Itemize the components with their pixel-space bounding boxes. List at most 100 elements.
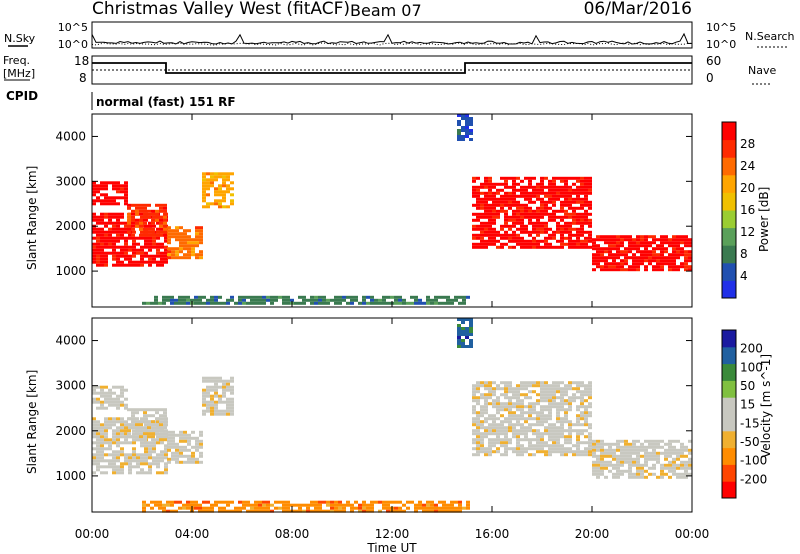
velocity-cell <box>488 402 492 406</box>
velocity-cell <box>584 387 588 391</box>
power-cell <box>544 227 548 231</box>
power-cell <box>124 251 128 255</box>
velocity-cell <box>199 451 203 455</box>
power-cell <box>688 256 692 260</box>
power-cell <box>580 203 584 207</box>
power-cell <box>120 184 124 188</box>
velocity-cell <box>210 397 214 401</box>
velocity-cell <box>132 447 136 451</box>
power-cell <box>516 233 520 237</box>
velocity-cell <box>576 432 580 436</box>
velocity-cell <box>680 448 684 452</box>
power-cell <box>218 175 222 179</box>
velocity-cell <box>508 399 512 403</box>
velocity-cell <box>210 503 214 507</box>
velocity-cell <box>159 408 163 412</box>
velocity-cell <box>182 503 186 507</box>
power-cell <box>504 176 508 180</box>
power-cell <box>112 236 116 240</box>
velocity-cell <box>496 411 500 415</box>
velocity-cell <box>465 333 469 336</box>
power-cell <box>136 251 140 255</box>
velocity-cell <box>457 339 461 342</box>
power-cell <box>520 245 524 249</box>
velocity-colorbar-swatch <box>722 430 736 449</box>
power-cell <box>175 235 179 239</box>
velocity-cell <box>584 399 588 403</box>
power-cell <box>198 298 202 302</box>
power-cell <box>100 193 104 197</box>
power-cell <box>226 205 230 209</box>
power-cell <box>282 301 286 305</box>
velocity-cell <box>104 426 108 430</box>
velocity-cell <box>218 409 222 413</box>
power-cell <box>132 254 136 258</box>
velocity-cell <box>446 506 450 510</box>
velocity-cell <box>152 462 156 466</box>
power-cell <box>124 227 128 231</box>
power-cell <box>160 227 164 231</box>
velocity-cell <box>143 438 147 442</box>
velocity-cell <box>676 466 680 470</box>
power-cell <box>508 215 512 219</box>
velocity-cell <box>488 423 492 427</box>
velocity-cell <box>195 445 199 449</box>
velocity-cell <box>402 503 406 507</box>
power-cell <box>544 200 548 204</box>
power-cell <box>672 262 676 266</box>
velocity-cell <box>576 447 580 451</box>
velocity-cell <box>632 472 636 476</box>
power-cell <box>668 262 672 266</box>
power-cell <box>540 212 544 216</box>
velocity-cell <box>628 454 632 458</box>
velocity-cell <box>604 460 608 464</box>
power-cell <box>143 230 147 234</box>
velocity-cell <box>179 439 183 443</box>
velocity-cell <box>282 500 286 504</box>
power-cell <box>580 206 584 210</box>
velocity-cell <box>500 432 504 436</box>
power-cell <box>528 209 532 213</box>
power-cell <box>104 196 108 200</box>
power-cell <box>100 257 104 261</box>
power-cell <box>120 263 124 267</box>
power-cell <box>96 248 100 252</box>
velocity-cell <box>250 509 254 513</box>
velocity-cell <box>688 472 692 476</box>
power-cell <box>394 301 398 305</box>
velocity-cell <box>512 387 516 391</box>
velocity-cell <box>398 509 402 513</box>
velocity-cell <box>306 506 310 510</box>
power-cell <box>484 179 488 183</box>
velocity-cell <box>584 411 588 415</box>
power-cell <box>668 241 672 245</box>
velocity-cell <box>556 396 560 400</box>
velocity-cell <box>469 324 473 327</box>
power-cell <box>536 242 540 246</box>
velocity-cell <box>457 342 461 345</box>
power-cell <box>222 172 226 176</box>
power-cell <box>100 181 104 185</box>
power-cell <box>556 197 560 201</box>
velocity-cell <box>520 384 524 388</box>
power-cell <box>508 203 512 207</box>
power-cell <box>116 196 120 200</box>
power-cell <box>250 295 254 299</box>
power-cell <box>354 298 358 302</box>
velocity-cell <box>536 441 540 445</box>
velocity-cell <box>398 500 402 504</box>
velocity-cell <box>120 462 124 466</box>
power-cell <box>457 114 461 117</box>
power-cell <box>469 123 473 126</box>
power-cell <box>186 295 190 299</box>
power-cell <box>258 295 262 299</box>
velocity-cell <box>660 463 664 467</box>
velocity-cell <box>124 438 128 442</box>
velocity-cell <box>488 417 492 421</box>
velocity-cell <box>564 411 568 415</box>
power-cell <box>124 230 128 234</box>
power-cell <box>608 244 612 248</box>
power-cell <box>584 182 588 186</box>
velocity-cell <box>680 451 684 455</box>
velocity-cell <box>162 509 166 513</box>
